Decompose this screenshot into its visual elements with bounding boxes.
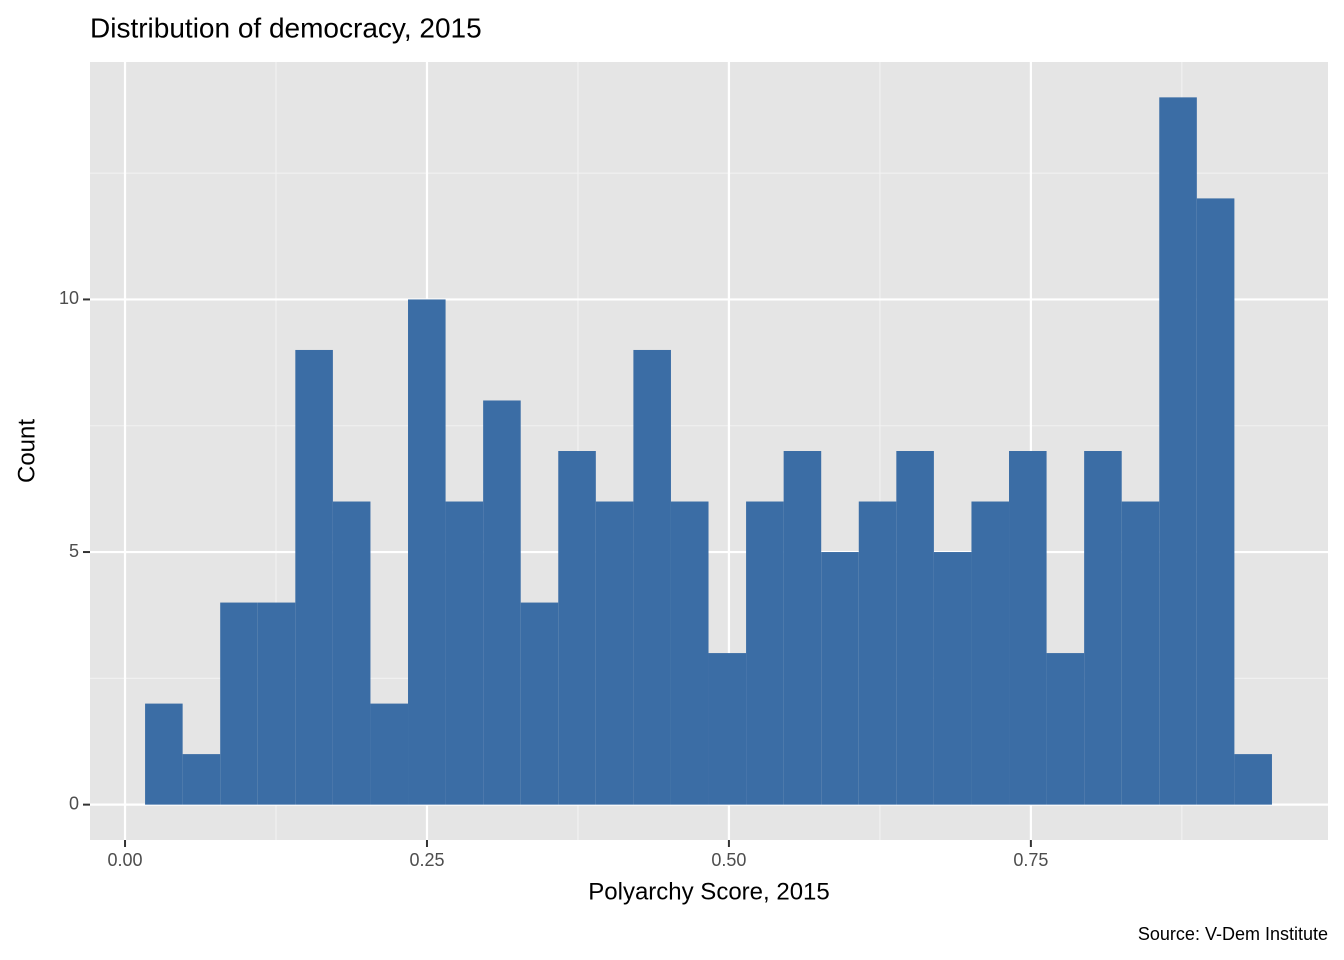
y-tick-label: 10	[59, 288, 79, 308]
bar	[708, 653, 747, 805]
x-axis-label: Polyarchy Score, 2015	[588, 878, 829, 905]
bar	[220, 602, 258, 805]
bar	[1159, 97, 1197, 805]
bar	[558, 451, 596, 805]
bar	[182, 754, 221, 805]
bar	[1196, 198, 1235, 805]
bar	[783, 451, 822, 805]
bar	[408, 299, 446, 805]
bar	[1084, 451, 1122, 805]
bar	[670, 501, 709, 805]
bar	[1009, 451, 1047, 805]
y-tick-label: 5	[69, 541, 79, 561]
y-axis-label: Count	[13, 419, 40, 483]
bar	[1234, 754, 1272, 805]
bar	[896, 451, 934, 805]
bar	[1121, 501, 1160, 805]
x-tick-label: 0.50	[711, 850, 746, 870]
bar	[1046, 653, 1085, 805]
chart-title: Distribution of democracy, 2015	[90, 12, 482, 43]
bar	[370, 703, 409, 805]
bar	[445, 501, 484, 805]
bar	[746, 501, 784, 805]
bar	[595, 501, 634, 805]
bar	[483, 400, 521, 805]
bar	[971, 501, 1010, 805]
bar	[257, 602, 296, 805]
bar	[821, 552, 859, 805]
x-tick-label: 0.75	[1013, 850, 1048, 870]
bars	[145, 97, 1272, 805]
bar	[332, 501, 371, 805]
caption: Source: V-Dem Institute	[1138, 924, 1328, 944]
bar	[520, 602, 559, 805]
bar	[858, 501, 897, 805]
x-tick-label: 0.00	[108, 850, 143, 870]
y-tick-label: 0	[69, 793, 79, 813]
bar	[633, 349, 671, 805]
bar	[145, 703, 183, 805]
bar	[933, 552, 972, 805]
bar	[295, 349, 333, 805]
x-tick-label: 0.25	[409, 850, 444, 870]
